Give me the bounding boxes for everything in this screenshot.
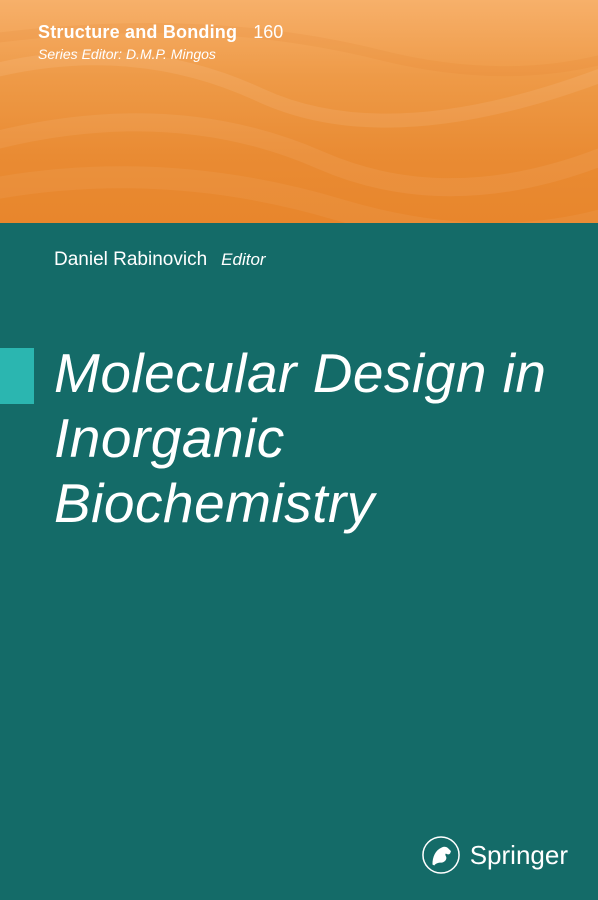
book-title: Molecular Design in Inorganic Biochemist… (54, 341, 562, 536)
series-volume: 160 (253, 22, 283, 43)
series-editor-name: D.M.P. Mingos (126, 46, 216, 62)
series-name: Structure and Bonding (38, 22, 237, 43)
editor-name: Daniel Rabinovich (54, 249, 207, 271)
book-cover: Structure and Bonding 160 Series Editor:… (0, 0, 598, 900)
editor-role: Editor (221, 250, 265, 270)
publisher-block: Springer (422, 836, 568, 874)
series-editor-label: Series Editor: (38, 46, 122, 62)
series-editor-row: Series Editor: D.M.P. Mingos (38, 46, 216, 62)
editor-line: Daniel Rabinovich Editor (54, 249, 266, 271)
springer-horse-icon (422, 836, 460, 874)
main-overlay: Daniel Rabinovich Editor Molecular Desig… (0, 223, 598, 900)
publisher-name: Springer (470, 840, 568, 871)
series-row: Structure and Bonding 160 (38, 22, 283, 43)
